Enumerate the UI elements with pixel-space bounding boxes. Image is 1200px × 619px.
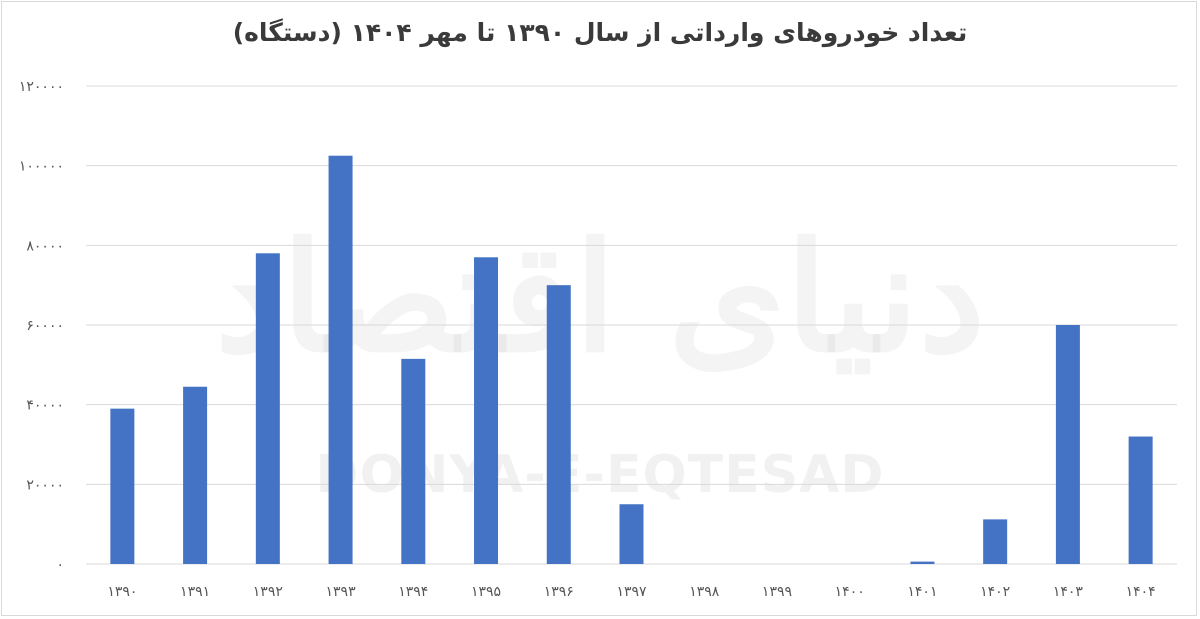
y-tick-label: ۴۰۰۰۰ [26, 398, 64, 414]
y-axis-labels: ۰ ۲۰۰۰۰ ۴۰۰۰۰ ۶۰۰۰۰ ۸۰۰۰۰ ۱۰۰۰۰۰ ۱۲۰۰۰۰ [19, 79, 64, 573]
y-tick-label: ۱۰۰۰۰۰ [19, 159, 64, 175]
y-tick-label: ۰ [56, 557, 64, 573]
y-tick-label: ۶۰۰۰۰ [26, 318, 64, 334]
bar [474, 257, 499, 564]
bar [619, 504, 644, 564]
x-tick-label: ۱۳۹۴ [398, 584, 428, 600]
bar [328, 155, 353, 565]
bar [983, 519, 1008, 564]
x-tick-label: ۱۴۰۲ [980, 584, 1010, 600]
y-tick-label: ۸۰۰۰۰ [26, 238, 64, 254]
chart-title: تعداد خودروهای وارداتی از سال ۱۳۹۰ تا مه… [232, 18, 968, 47]
x-tick-label: ۱۳۹۷ [616, 584, 647, 600]
x-tick-label: ۱۳۹۹ [762, 584, 792, 600]
x-tick-label: ۱۴۰۱ [907, 584, 937, 600]
bar [910, 561, 935, 564]
bar [1055, 325, 1080, 564]
bars [110, 155, 1153, 565]
x-tick-label: ۱۴۰۰ [835, 584, 865, 600]
bar [1128, 436, 1153, 564]
x-axis-labels: ۱۳۹۰ ۱۳۹۱ ۱۳۹۲ ۱۳۹۳ ۱۳۹۴ ۱۳۹۵ ۱۳۹۶ ۱۳۹۷ ۱۳۹۸ ۱۳۹۹… [107, 584, 1155, 600]
bar [255, 253, 280, 565]
x-tick-label: ۱۳۹۸ [689, 584, 720, 600]
y-tick-label: ۲۰۰۰۰ [26, 477, 64, 493]
x-tick-label: ۱۳۹۳ [326, 584, 357, 600]
x-tick-label: ۱۳۹۰ [107, 584, 137, 600]
x-tick-label: ۱۴۰۴ [1126, 584, 1156, 600]
x-tick-label: ۱۳۹۶ [544, 584, 574, 600]
bar [401, 358, 426, 564]
x-tick-label: ۱۴۰۳ [1053, 584, 1084, 600]
x-tick-label: ۱۳۹۱ [180, 584, 210, 600]
gridlines [86, 85, 1177, 565]
bar [183, 386, 208, 564]
bar [110, 408, 135, 564]
x-tick-label: ۱۳۹۵ [471, 584, 501, 600]
y-tick-label: ۱۲۰۰۰۰ [19, 79, 64, 95]
x-tick-label: ۱۳۹۲ [253, 584, 283, 600]
bar [546, 285, 571, 564]
